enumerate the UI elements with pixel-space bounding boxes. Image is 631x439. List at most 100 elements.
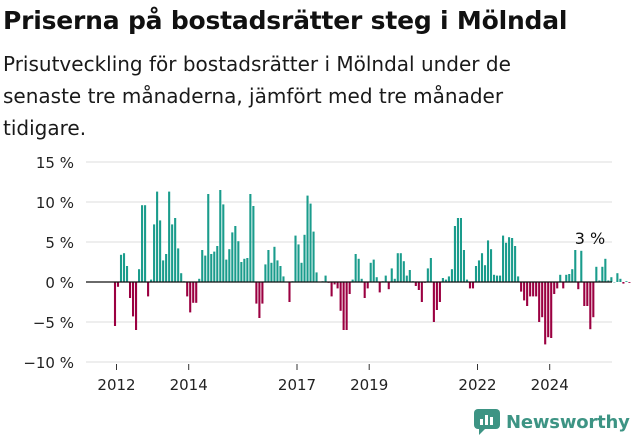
bar xyxy=(228,249,231,282)
brand-name: Newsworthy xyxy=(506,411,630,433)
bar xyxy=(138,269,141,282)
bar xyxy=(592,282,595,318)
bar xyxy=(348,282,351,294)
bar xyxy=(135,282,138,330)
bar xyxy=(150,279,153,282)
chart-subtitle: Prisutveckling för bostadsrätter i Mölnd… xyxy=(3,52,511,140)
bar xyxy=(559,274,562,282)
bar xyxy=(141,205,144,282)
newsworthy-logo: Newsworthy xyxy=(474,406,630,438)
bar xyxy=(541,282,544,318)
bar xyxy=(261,282,264,304)
bar xyxy=(297,244,300,282)
bar xyxy=(360,278,363,282)
x-tick-label: 2017 xyxy=(278,376,316,394)
bar xyxy=(607,280,610,282)
y-tick-label: 0 % xyxy=(45,274,74,292)
bar xyxy=(465,279,469,282)
bars xyxy=(113,190,631,345)
bar xyxy=(294,235,297,282)
y-tick-label: 5 % xyxy=(45,234,74,252)
x-tick-label: 2024 xyxy=(531,376,569,394)
bar xyxy=(511,238,514,282)
bar xyxy=(303,234,306,282)
bar xyxy=(177,248,180,282)
bar xyxy=(336,282,339,289)
bar xyxy=(580,250,583,282)
y-tick-label: 15 % xyxy=(36,154,74,172)
bar xyxy=(532,282,535,297)
bar xyxy=(363,282,366,298)
bar xyxy=(447,276,450,282)
bar xyxy=(474,266,478,282)
bar xyxy=(628,282,631,283)
x-tick-label: 2022 xyxy=(458,376,496,394)
bar xyxy=(195,282,198,303)
bar xyxy=(216,246,219,282)
bar xyxy=(471,282,475,289)
bar xyxy=(258,282,261,318)
y-axis: 15 % 10 % 5 % 0 % −5 % −10 % xyxy=(23,154,74,372)
bar xyxy=(300,262,303,282)
bar xyxy=(544,282,547,345)
bar xyxy=(396,253,399,282)
bar xyxy=(426,268,429,282)
bar xyxy=(168,191,171,282)
bar xyxy=(538,282,541,322)
bar xyxy=(438,282,441,302)
bar xyxy=(508,237,511,282)
bar xyxy=(264,264,267,282)
bar xyxy=(171,224,174,282)
bar xyxy=(339,282,342,311)
bar xyxy=(405,275,408,282)
bar xyxy=(456,218,459,282)
last-value-label: 3 % xyxy=(575,229,605,248)
bar xyxy=(147,282,150,297)
bar xyxy=(122,253,126,282)
bar xyxy=(553,282,556,294)
bar xyxy=(276,260,279,282)
bar xyxy=(333,282,336,285)
bar xyxy=(354,254,357,282)
x-tick-label: 2014 xyxy=(170,376,208,394)
bar xyxy=(429,258,432,282)
bar xyxy=(547,282,550,338)
bar xyxy=(222,204,225,282)
bar xyxy=(119,254,123,282)
bar xyxy=(459,218,462,282)
bar xyxy=(210,254,213,282)
bar xyxy=(399,253,402,282)
bar xyxy=(270,262,273,282)
bar xyxy=(625,281,628,282)
bar xyxy=(435,282,438,310)
bar xyxy=(387,282,390,290)
bar xyxy=(113,282,117,326)
bar xyxy=(453,226,456,282)
bar xyxy=(125,266,129,282)
bar xyxy=(201,250,204,282)
bar xyxy=(219,190,222,282)
bar xyxy=(601,266,604,282)
bar xyxy=(189,282,192,313)
bar xyxy=(441,278,444,282)
bar xyxy=(450,269,453,282)
bar xyxy=(128,282,132,298)
bar xyxy=(556,282,559,289)
bar xyxy=(550,282,553,338)
bar xyxy=(159,220,162,282)
bar xyxy=(529,282,532,297)
bar xyxy=(174,218,177,282)
bar xyxy=(571,269,574,282)
bar xyxy=(165,254,168,282)
newsworthy-logo-icon xyxy=(474,409,500,435)
bar xyxy=(502,235,505,282)
bar xyxy=(493,274,496,282)
y-tick-label: 10 % xyxy=(36,194,74,212)
bar xyxy=(619,278,622,282)
bar xyxy=(255,282,258,304)
bar xyxy=(324,275,327,282)
bar xyxy=(568,274,571,282)
bar xyxy=(315,272,318,282)
bar xyxy=(598,280,601,282)
